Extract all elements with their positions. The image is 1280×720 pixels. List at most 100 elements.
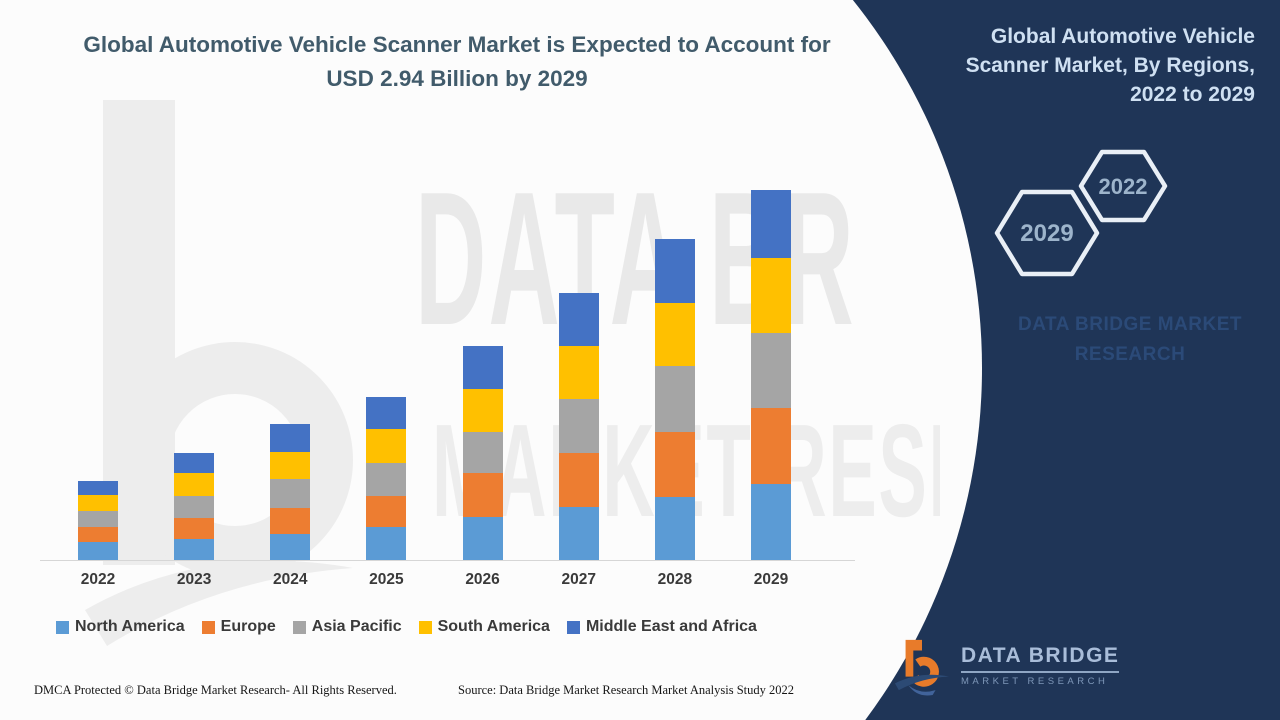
- bar-segment-asia-pacific: [654, 366, 695, 432]
- bar-2027: [558, 292, 599, 560]
- bar-segment-north-america: [174, 538, 215, 560]
- bar-segment-south-america: [270, 451, 311, 480]
- bar-segment-europe: [654, 431, 695, 497]
- legend-item-europe: Europe: [201, 618, 276, 636]
- bars-row: [78, 130, 791, 560]
- bar-segment-middle-east-and-africa: [270, 423, 311, 452]
- hexagon-2022-label: 2022: [1099, 174, 1148, 199]
- brand-logo-text: DATA BRIDGE: [961, 644, 1120, 673]
- x-axis-label-2027: 2027: [559, 571, 599, 589]
- legend-marker-icon: [56, 620, 69, 634]
- x-axis-label-2024: 2024: [270, 571, 310, 589]
- x-axis-label-text: 2028: [657, 571, 693, 588]
- bar-2026: [462, 345, 503, 560]
- bar-segment-middle-east-and-africa: [462, 345, 503, 389]
- brand-logo-subtext: MARKET RESEARCH: [961, 675, 1109, 687]
- x-axis-label-2022: 2022: [78, 571, 118, 589]
- x-axis-label-text: 2023: [176, 571, 212, 588]
- bar-segment-europe: [78, 527, 118, 543]
- bar-segment-middle-east-and-africa: [750, 189, 791, 258]
- x-axis-label-text: 2022: [80, 571, 116, 588]
- legend-label: Europe: [220, 618, 276, 635]
- legend-marker-icon: [566, 620, 580, 634]
- bar-segment-north-america: [78, 542, 118, 560]
- bar-segment-europe: [558, 452, 599, 508]
- x-axis-label-text: 2026: [465, 571, 500, 588]
- legend-label: Middle East and Africa: [585, 618, 757, 635]
- bar-segment-asia-pacific: [750, 333, 791, 408]
- bar-segment-asia-pacific: [270, 479, 311, 509]
- chart-title-line1: Global Automotive Vehicle Scanner Market…: [83, 32, 831, 57]
- legend-item-middle-east-and-africa: Middle East and Africa: [566, 618, 757, 636]
- x-axis-label-text: 2027: [561, 571, 596, 588]
- chart-title-line2: USD 2.94 Billion by 2029: [326, 66, 588, 91]
- bar-2029: [750, 189, 791, 560]
- x-axis-label-2028: 2028: [655, 571, 695, 589]
- bar-segment-europe: [270, 508, 311, 534]
- x-axis-label-text: 2024: [273, 571, 308, 588]
- legend-label: South America: [437, 618, 550, 635]
- bar-segment-south-america: [462, 388, 503, 432]
- x-axis-label-2023: 2023: [174, 571, 214, 589]
- watermark-logo-b-icon: [85, 100, 353, 646]
- bar-segment-south-america: [654, 303, 695, 366]
- bar-segment-middle-east-and-africa: [558, 292, 599, 346]
- footer-source: Source: Data Bridge Market Research Mark…: [458, 683, 795, 697]
- bar-segment-asia-pacific: [462, 431, 503, 474]
- x-axis-label-2026: 2026: [463, 571, 503, 589]
- bar-segment-south-america: [558, 345, 599, 399]
- legend-label: Asia Pacific: [311, 618, 402, 635]
- legend-item-asia-pacific: Asia Pacific: [292, 618, 402, 636]
- bar-segment-north-america: [750, 484, 791, 560]
- bar-segment-middle-east-and-africa: [174, 452, 215, 474]
- x-axis-label-text: 2025: [369, 571, 404, 588]
- bar-segment-north-america: [270, 533, 311, 560]
- bar-segment-south-america: [174, 473, 215, 496]
- bar-2028: [654, 238, 695, 560]
- bar-segment-europe: [462, 473, 503, 518]
- bar-segment-asia-pacific: [366, 462, 407, 496]
- bar-segment-north-america: [654, 497, 695, 560]
- bar-segment-south-america: [78, 494, 118, 511]
- bar-segment-europe: [174, 518, 215, 539]
- bar-segment-asia-pacific: [558, 398, 599, 453]
- chart-title: Global Automotive Vehicle Scanner Market…: [62, 28, 852, 96]
- bar-segment-south-america: [366, 428, 407, 463]
- x-axis-labels: 2022 2023 2024 2025 2026 2027 2028 2029: [78, 571, 791, 589]
- bar-segment-middle-east-and-africa: [654, 238, 695, 303]
- legend-item-north-america: North America: [56, 618, 185, 636]
- panel-title: Global Automotive Vehicle Scanner Market…: [965, 25, 1255, 106]
- bar-segment-south-america: [750, 257, 791, 334]
- legend-marker-icon: [418, 620, 432, 634]
- hexagon-2022: [1078, 149, 1168, 223]
- bar-segment-north-america: [366, 527, 407, 560]
- x-axis-label-2025: 2025: [366, 571, 406, 589]
- bar-segment-middle-east-and-africa: [366, 397, 407, 429]
- bar-segment-europe: [366, 495, 407, 528]
- bar-segment-middle-east-and-africa: [78, 480, 118, 495]
- legend: North America Europe Asia Pacific South Ame…: [56, 618, 757, 636]
- x-axis-line: [40, 560, 855, 561]
- hexagon-2029: [994, 189, 1100, 277]
- brand-logo-mark-icon: [894, 639, 950, 696]
- bar-2024: [270, 423, 311, 560]
- bar-2022: [78, 480, 118, 560]
- legend-marker-icon: [201, 620, 215, 634]
- legend-item-south-america: South America: [418, 618, 550, 636]
- brand-logo: DATA BRIDGE MARKET RESEARCH: [893, 634, 1120, 696]
- legend-marker-icon: [292, 620, 306, 634]
- bar-segment-asia-pacific: [174, 495, 215, 519]
- legend-label: North America: [75, 618, 185, 635]
- x-axis-label-2029: 2029: [751, 571, 791, 589]
- x-axis-label-text: 2029: [753, 571, 789, 588]
- footer-dmca: DMCA Protected © Data Bridge Market Rese…: [34, 683, 397, 697]
- plot-area: 2022 2023 2024 2025 2026 2027 2028 2029: [40, 130, 855, 589]
- bar-2023: [174, 452, 215, 560]
- bar-segment-europe: [750, 407, 791, 485]
- hexagons: 2029 2022: [994, 149, 1168, 277]
- panel-watermark: DATA BRIDGE MARKET RESEARCH: [1018, 314, 1242, 365]
- bar-segment-asia-pacific: [78, 510, 118, 528]
- bar-2025: [366, 397, 407, 560]
- bar-segment-north-america: [558, 507, 599, 560]
